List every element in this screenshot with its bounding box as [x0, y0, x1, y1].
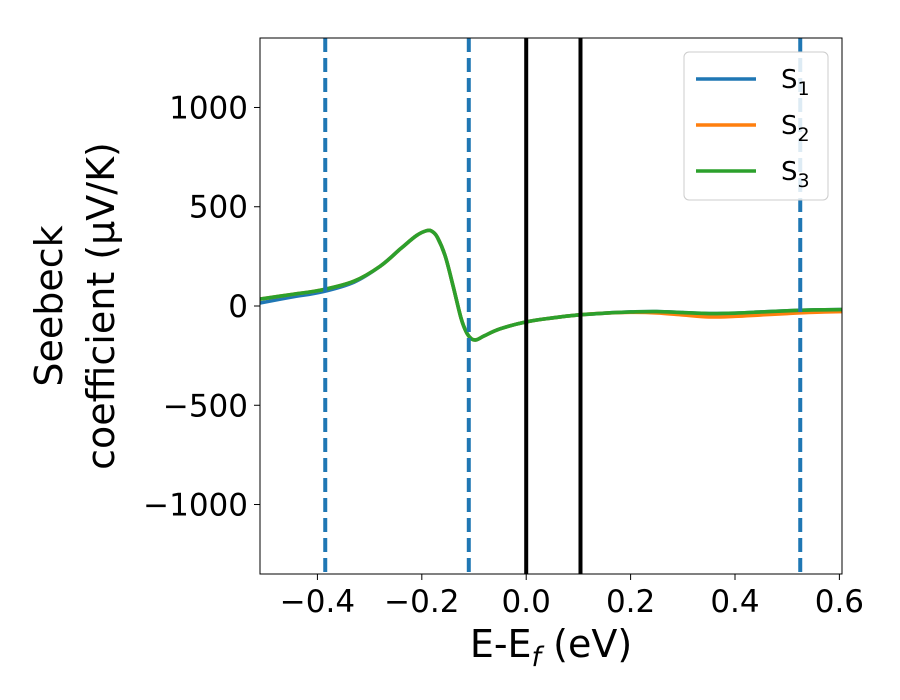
legend-label-s1: S1: [781, 65, 810, 100]
y-axis-label-line1: Seebeck: [27, 225, 71, 386]
y-tick-label: −1000: [143, 488, 248, 524]
x-tick-label: 0.2: [606, 584, 655, 620]
series-line-s3: [260, 228, 842, 342]
x-tick-label: −0.4: [280, 584, 355, 620]
lines-layer: [260, 38, 842, 574]
x-axis-label: E-Ef (eV): [470, 622, 632, 673]
legend-label-s2: S2: [781, 111, 810, 146]
x-tick-label: 0.0: [502, 584, 551, 620]
x-tick-label: 0.4: [710, 584, 759, 620]
x-tick-label: 0.6: [815, 584, 864, 620]
legend: S1 S2 S3: [683, 51, 829, 201]
x-tick-label: −0.2: [384, 584, 459, 620]
legend-label-s3: S3: [781, 157, 810, 192]
y-axis-label: Seebeck coefficient (μV/K): [27, 142, 123, 470]
y-axis-label-line2: coefficient (μV/K): [79, 142, 123, 470]
axes-layer: −0.4 −0.2 0.0 0.2 0.4 0.6 1000 500 0 −500 −1000: [143, 90, 864, 620]
y-tick-label: 1000: [169, 90, 248, 126]
y-tick-label: 0: [228, 289, 248, 325]
y-tick-label: −500: [163, 388, 248, 424]
y-tick-label: 500: [189, 190, 248, 226]
